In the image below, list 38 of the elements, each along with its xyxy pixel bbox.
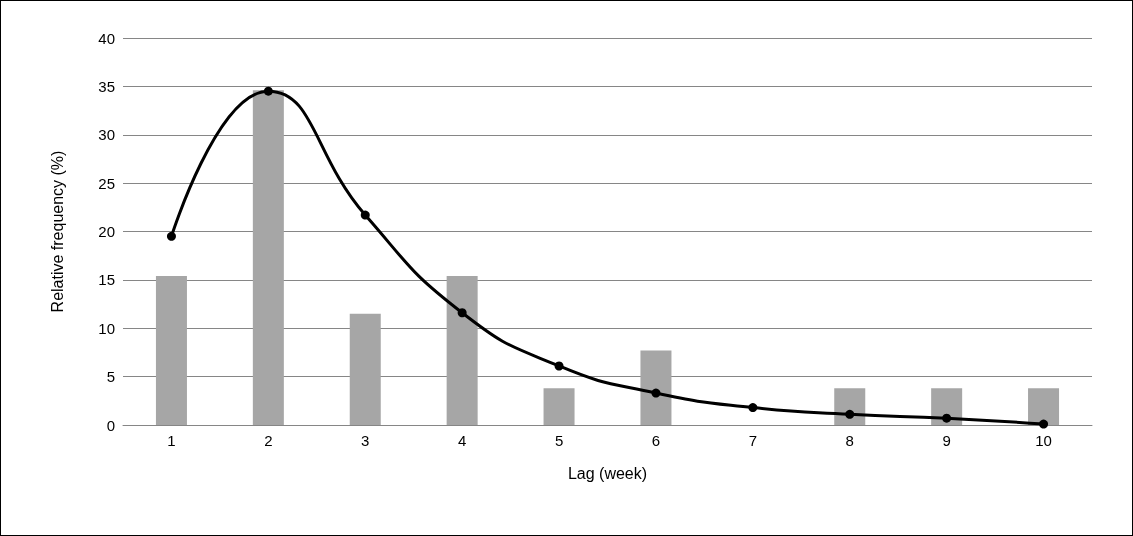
y-tick-label: 10	[98, 319, 115, 337]
x-tick-label: 7	[748, 432, 758, 449]
y-tick-label: 15	[98, 271, 115, 289]
y-axis-title: Relative frequency (%)	[48, 150, 66, 313]
bar	[446, 276, 478, 425]
point	[1039, 419, 1049, 429]
x-tick-label: 5	[554, 432, 564, 449]
y-tick-label: 30	[98, 126, 115, 144]
bar	[640, 350, 672, 425]
y-tick-label: 0	[106, 416, 115, 434]
bar	[1028, 388, 1060, 425]
y-tick-label: 20	[98, 223, 115, 240]
y-tick-label: 25	[98, 174, 115, 192]
y-tick-label: 5	[106, 368, 115, 386]
bar	[155, 276, 187, 425]
y-tick-label: 35	[98, 77, 115, 95]
x-tick-label: 10	[1035, 432, 1052, 449]
point	[360, 210, 370, 220]
point	[263, 86, 273, 96]
x-tick-label: 6	[651, 432, 661, 449]
x-tick-label: 3	[361, 432, 370, 449]
point	[166, 231, 176, 241]
bar	[252, 90, 284, 425]
point	[942, 413, 952, 423]
x-tick-label: 2	[264, 432, 273, 449]
bar	[349, 313, 381, 425]
point	[748, 403, 758, 413]
point	[651, 388, 661, 398]
point	[457, 308, 467, 318]
point	[845, 409, 855, 419]
point	[554, 361, 564, 371]
x-tick-label: 4	[457, 432, 467, 449]
y-tick-label: 40	[98, 29, 115, 47]
x-tick-label: 1	[167, 432, 176, 449]
x-axis-title: Lag (week)	[567, 464, 648, 482]
x-tick-label: 8	[845, 432, 854, 449]
bar	[543, 388, 575, 425]
x-tick-label: 9	[942, 432, 951, 449]
